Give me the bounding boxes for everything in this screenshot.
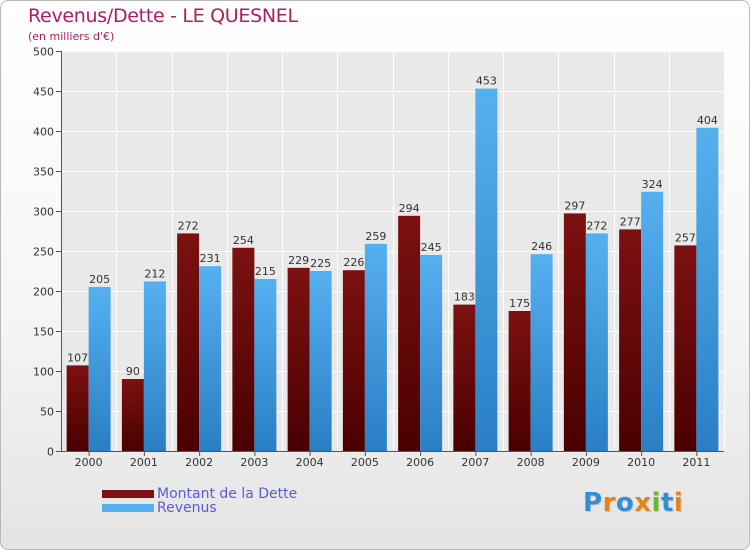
data-label: 229 — [288, 254, 309, 267]
bar-revenus — [88, 287, 111, 451]
y-tick-label: 150 — [33, 326, 54, 339]
data-label: 245 — [421, 241, 442, 254]
data-label: 257 — [675, 231, 696, 244]
x-tick-label: 2004 — [296, 456, 324, 469]
x-tick-label: 2007 — [461, 456, 489, 469]
bar-revenus — [364, 243, 387, 451]
data-label: 215 — [255, 265, 276, 278]
data-label: 246 — [531, 240, 552, 253]
y-tick-label: 250 — [33, 246, 54, 259]
bar-dette — [232, 247, 255, 451]
legend-swatch-revenus — [102, 504, 154, 512]
bar-dette — [453, 304, 476, 451]
legend-label-dette: Montant de la Dette — [157, 486, 298, 502]
y-tick-label: 200 — [33, 286, 54, 299]
y-tick-label: 300 — [33, 206, 54, 219]
legend-label-revenus: Revenus — [157, 500, 217, 516]
data-label: 259 — [365, 230, 386, 243]
bar-dette — [619, 229, 642, 451]
data-label: 294 — [399, 202, 420, 215]
logo-letter: t — [660, 488, 674, 518]
chart-subtitle: (en milliers d'€) — [28, 30, 115, 43]
x-tick-label: 2008 — [517, 456, 545, 469]
legend-swatch-dette — [102, 490, 154, 498]
data-label: 231 — [200, 252, 221, 265]
data-label: 272 — [586, 219, 607, 232]
logo-letter: x — [634, 488, 652, 518]
x-tick-label: 2002 — [185, 456, 213, 469]
bar-dette — [508, 311, 531, 451]
x-tick-label: 2010 — [627, 456, 655, 469]
data-label: 297 — [564, 199, 585, 212]
bar-dette — [342, 270, 365, 451]
x-tick-label: 2006 — [406, 456, 434, 469]
x-tick-label: 2003 — [240, 456, 268, 469]
bar-dette — [121, 379, 144, 451]
bar-dette — [66, 365, 89, 451]
data-label: 90 — [126, 365, 140, 378]
bar-revenus — [309, 271, 332, 451]
data-label: 225 — [310, 257, 331, 270]
bar-revenus — [199, 266, 222, 451]
x-tick-label: 2001 — [130, 456, 158, 469]
chart-title: Revenus/Dette - LE QUESNEL — [28, 5, 298, 27]
data-label: 324 — [642, 178, 663, 191]
bar-revenus — [696, 127, 719, 452]
logo-letter: i — [673, 488, 684, 518]
data-label: 277 — [620, 215, 641, 228]
bar-dette — [563, 213, 586, 451]
data-label: 175 — [509, 297, 530, 310]
bar-revenus — [143, 281, 166, 451]
bar-revenus — [475, 88, 498, 451]
y-tick-label: 350 — [33, 166, 54, 179]
bar-dette — [287, 267, 310, 451]
bar-dette — [674, 245, 697, 451]
data-label: 205 — [89, 273, 110, 286]
data-label: 107 — [67, 351, 88, 364]
x-tick-label: 2011 — [682, 456, 710, 469]
data-label: 453 — [476, 75, 497, 88]
logo-letter: P — [583, 488, 603, 518]
x-tick-label: 2005 — [351, 456, 379, 469]
data-label: 272 — [178, 219, 199, 232]
bar-revenus — [641, 191, 664, 452]
bar-dette — [398, 215, 421, 451]
logo-letter: i — [651, 488, 661, 518]
x-tick-label: 2000 — [75, 456, 103, 469]
y-tick-label: 50 — [40, 406, 54, 419]
logo-letter: r — [602, 488, 616, 518]
x-tick-label: 2009 — [572, 456, 600, 469]
logo-letter: o — [615, 488, 635, 518]
y-tick-label: 0 — [47, 446, 54, 459]
y-tick-label: 450 — [33, 86, 54, 99]
bar-revenus — [254, 279, 277, 451]
y-tick-label: 100 — [33, 366, 54, 379]
data-label: 183 — [454, 291, 475, 304]
data-label: 212 — [144, 267, 165, 280]
data-label: 226 — [343, 256, 364, 269]
data-label: 404 — [697, 114, 718, 127]
bar-revenus — [585, 233, 608, 451]
y-tick-label: 500 — [33, 46, 54, 59]
y-tick-label: 400 — [33, 126, 54, 139]
bar-revenus — [420, 255, 443, 451]
proxiti-logo: Proxiti — [583, 488, 683, 518]
bar-dette — [177, 233, 200, 451]
bar-revenus — [530, 254, 553, 451]
data-label: 254 — [233, 234, 254, 247]
